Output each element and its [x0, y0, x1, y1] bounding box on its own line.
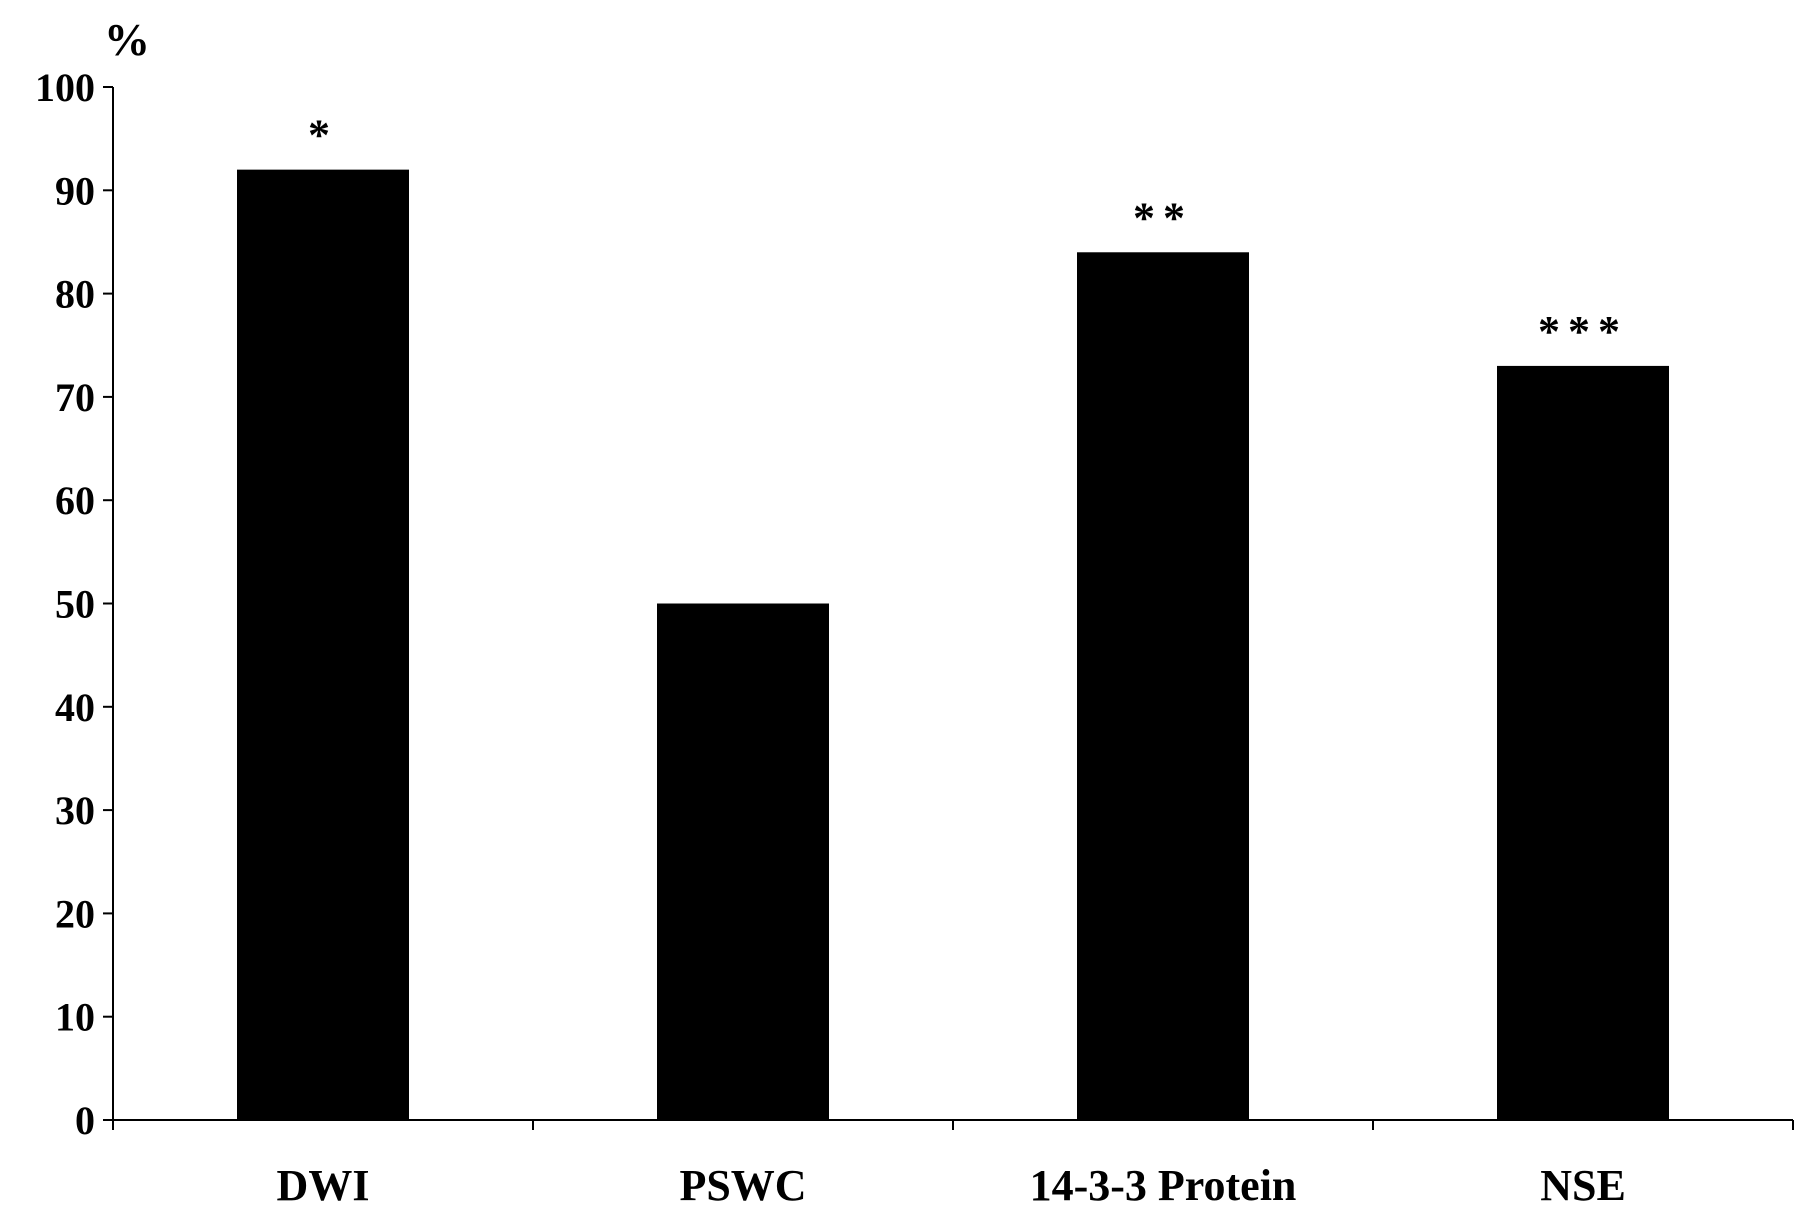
bar: [1497, 365, 1669, 1120]
bar-annotation: *: [308, 111, 338, 160]
y-tick-label: 60: [55, 478, 95, 523]
x-tick-label: NSE: [1540, 1161, 1626, 1210]
x-axis: [112, 1119, 1794, 1130]
bar: [1077, 252, 1249, 1120]
y-tick-label: 50: [55, 582, 95, 627]
bar-annotation: ***: [1538, 307, 1628, 356]
y-axis-label: %: [104, 14, 150, 65]
y-tick-label: 80: [55, 272, 95, 317]
y-tick-label: 70: [55, 375, 95, 420]
y-tick-label: 10: [55, 995, 95, 1040]
y-tick-label: 100: [35, 65, 95, 110]
y-tick-label: 20: [55, 891, 95, 936]
bar: [657, 603, 829, 1120]
y-tick-label: 0: [75, 1098, 95, 1143]
x-tick-label: 14-3-3 Protein: [1030, 1161, 1297, 1210]
y-tick-label: 30: [55, 788, 95, 833]
significance-annotations: ******: [308, 111, 1628, 356]
x-tick-label: PSWC: [679, 1161, 806, 1210]
x-tick-label: DWI: [277, 1161, 370, 1210]
bar-annotation: **: [1133, 193, 1193, 242]
x-tick-labels: DWI PSWC 14-3-3 Protein NSE: [277, 1161, 1626, 1210]
y-tick-label: 40: [55, 685, 95, 730]
y-tick-label: 90: [55, 168, 95, 213]
bar: [237, 169, 409, 1120]
y-axis: 0 10 20 30 40 50 60 70 80 90 100: [35, 65, 114, 1143]
bars: [237, 169, 1669, 1120]
